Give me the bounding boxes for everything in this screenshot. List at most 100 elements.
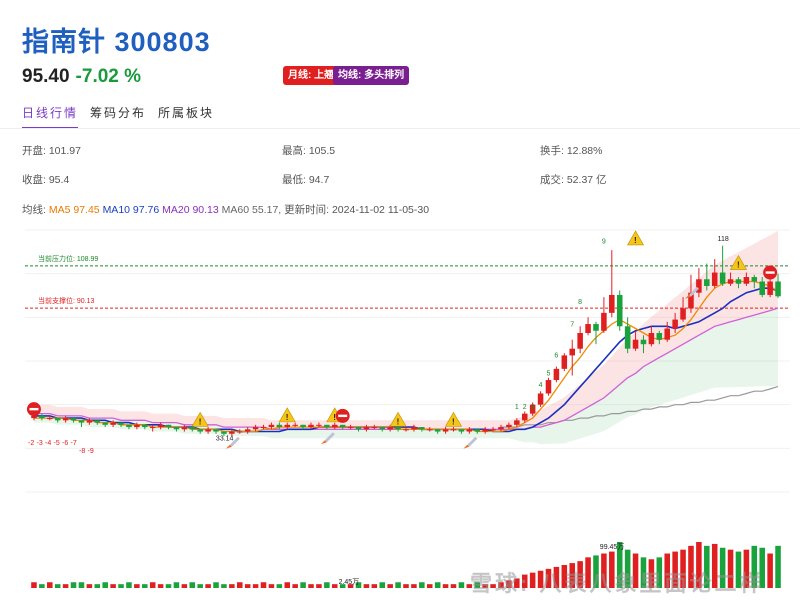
volume-bar bbox=[308, 584, 314, 588]
volume-bar bbox=[252, 584, 259, 588]
volume-bar bbox=[632, 553, 639, 588]
candle-body bbox=[514, 420, 520, 425]
volume-bar bbox=[268, 584, 275, 588]
volume-bar bbox=[640, 557, 647, 588]
candle-body bbox=[711, 272, 718, 286]
stat-amount-label: 成交: bbox=[540, 174, 564, 186]
support-label: 当前支撑位: 90.13 bbox=[38, 296, 95, 305]
volume-bar bbox=[197, 584, 203, 588]
candle-body bbox=[363, 427, 370, 430]
rocket-flame bbox=[225, 444, 232, 449]
volume-bar bbox=[482, 584, 488, 588]
stat-low-label: 最低: bbox=[282, 174, 306, 186]
rocket-flame bbox=[463, 444, 470, 449]
volume-bar bbox=[711, 543, 718, 588]
volume-bar bbox=[529, 572, 536, 588]
candle-body bbox=[561, 355, 568, 369]
candle-body bbox=[181, 427, 188, 430]
wave-label-up: 4 bbox=[539, 382, 543, 389]
volume-bar bbox=[126, 582, 132, 588]
candle-body bbox=[189, 427, 196, 430]
warning-icon bbox=[627, 230, 645, 246]
stat-high: 最高: 105.5 bbox=[282, 143, 335, 158]
candle-body bbox=[244, 429, 251, 432]
stop-icon-bar bbox=[338, 414, 348, 418]
candle-body bbox=[482, 429, 488, 432]
stat-open-value: 101.97 bbox=[48, 145, 81, 157]
volume-bar bbox=[743, 549, 750, 588]
stat-close-label: 收盘: bbox=[22, 174, 46, 186]
warning-icon bbox=[191, 411, 209, 427]
volume-bar bbox=[426, 584, 433, 588]
candle-body bbox=[39, 415, 45, 419]
volume-bar bbox=[165, 584, 172, 588]
lower-band bbox=[34, 308, 778, 445]
wave-label-up: 5 bbox=[546, 371, 550, 378]
stat-amount-value: 52.37 亿 bbox=[566, 174, 607, 186]
stop-icon-bar bbox=[765, 271, 775, 274]
candle-body bbox=[759, 281, 765, 295]
volume-bar bbox=[537, 570, 544, 588]
wave-label-up: 7 bbox=[570, 321, 574, 328]
warning-icon bbox=[278, 407, 296, 423]
volume-bar bbox=[466, 584, 473, 588]
tab-sectors[interactable]: 所属板块 bbox=[158, 106, 215, 120]
candle-body bbox=[102, 422, 108, 425]
tab-chips[interactable]: 筹码分布 bbox=[90, 106, 147, 120]
volume-bar bbox=[624, 549, 631, 588]
rocket-flame bbox=[320, 440, 327, 445]
candle-body bbox=[585, 324, 591, 334]
candle-body bbox=[276, 424, 283, 428]
tab-daily[interactable]: 日线行情 bbox=[22, 104, 79, 129]
volume-bar bbox=[339, 584, 346, 588]
candle-body bbox=[593, 324, 599, 331]
volume-bar bbox=[553, 566, 560, 588]
candle-body bbox=[324, 424, 330, 428]
candle-body bbox=[387, 427, 393, 430]
volume-bar bbox=[173, 582, 180, 588]
candle-body bbox=[157, 424, 164, 428]
watermark: 雪球: 八表八象里面论二样 bbox=[470, 571, 765, 596]
volume-bar bbox=[411, 584, 417, 588]
volume-bar bbox=[244, 584, 251, 588]
candle-body bbox=[316, 424, 322, 426]
high-price-label: 118 bbox=[718, 236, 729, 243]
warning-icon-mark: ! bbox=[634, 236, 637, 245]
candle-body bbox=[434, 429, 441, 432]
stat-high-value: 105.5 bbox=[308, 145, 336, 157]
candle-body bbox=[450, 429, 457, 431]
volume-bar bbox=[585, 557, 591, 588]
candle-body bbox=[126, 424, 132, 428]
candle-body bbox=[466, 429, 473, 432]
volume-bar bbox=[157, 584, 164, 588]
candle-body bbox=[78, 420, 85, 423]
warning-icon-mark: ! bbox=[452, 417, 455, 426]
volume-bar bbox=[593, 555, 599, 588]
ma60-line bbox=[501, 385, 779, 428]
candle-body bbox=[719, 272, 726, 284]
rocket-flame bbox=[684, 294, 691, 299]
volume-bar bbox=[284, 582, 291, 588]
volume-bar bbox=[276, 584, 283, 588]
volume-bar bbox=[149, 582, 156, 588]
volume-bar bbox=[324, 582, 330, 588]
candlestick-chart: 当前压力位: 108.99 当前支撑位: 90.13 -2 -3 -4 -5 -6 -7-8-… bbox=[25, 229, 790, 588]
candle-body bbox=[688, 292, 694, 309]
volume-bar bbox=[39, 584, 45, 588]
warning-icon-mark: ! bbox=[397, 417, 400, 426]
candle-body bbox=[767, 281, 773, 295]
volume-bar bbox=[514, 578, 520, 588]
candle-body bbox=[205, 429, 211, 432]
candle-body bbox=[640, 339, 647, 345]
candle-body bbox=[735, 279, 742, 284]
candle-body bbox=[371, 427, 378, 429]
volume-label: 2.45万 bbox=[339, 578, 360, 586]
candle-body bbox=[173, 427, 180, 430]
update-label: 更新时间: bbox=[284, 204, 330, 216]
candle-body bbox=[498, 427, 504, 430]
stat-turnover: 换手: 12.88% bbox=[540, 143, 602, 158]
candle-body bbox=[379, 427, 386, 430]
volume-bar bbox=[751, 545, 758, 588]
candle-body bbox=[696, 279, 702, 293]
stat-low-value: 94.7 bbox=[308, 174, 330, 186]
